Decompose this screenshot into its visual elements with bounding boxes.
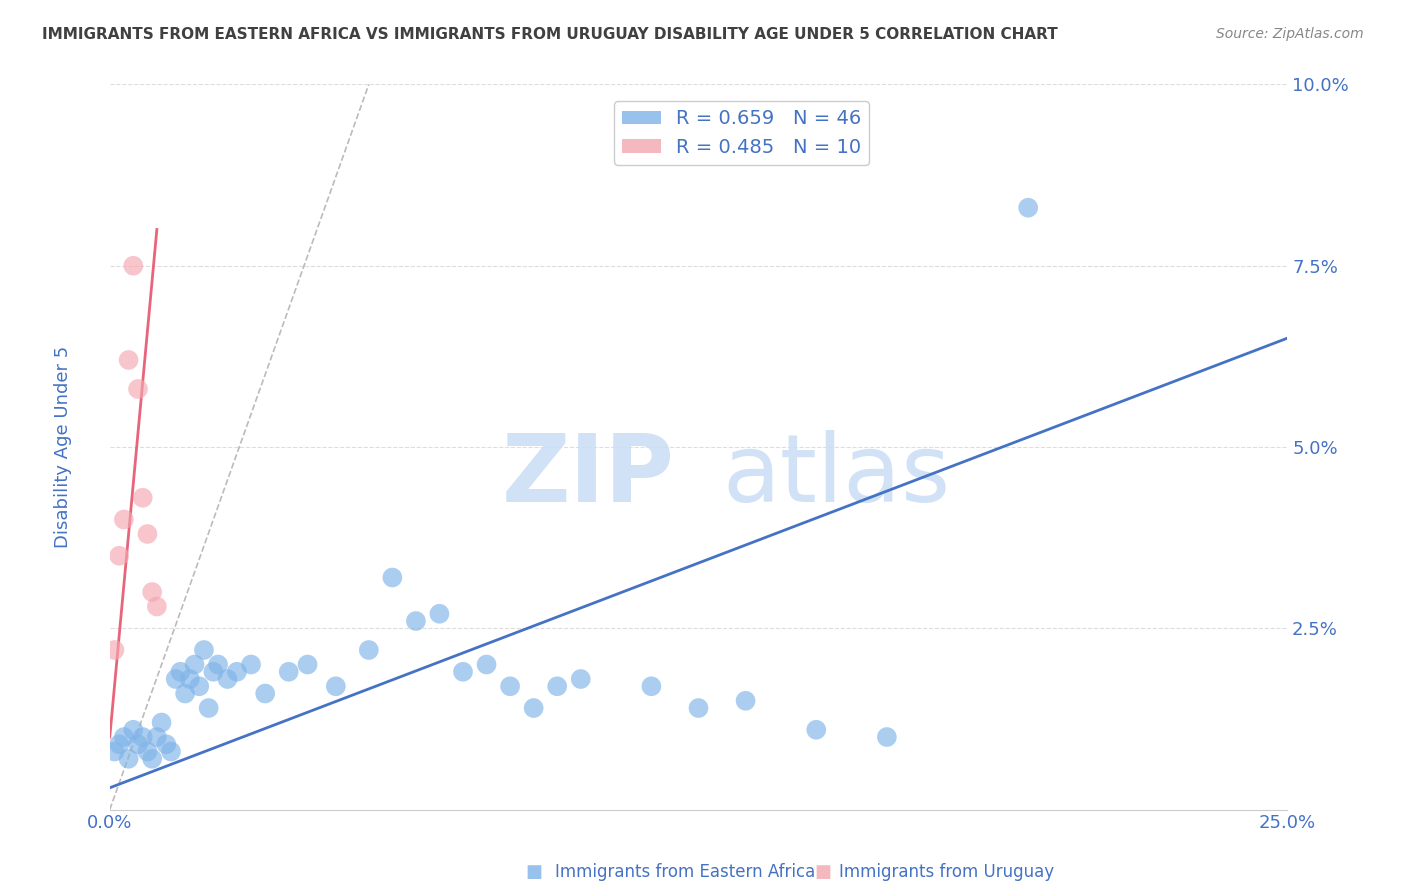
Point: [112, 730, 135, 744]
Text: ■: ■: [526, 863, 543, 881]
Point: [569, 672, 592, 686]
Point: [226, 665, 249, 679]
Point: [429, 607, 451, 621]
Point: [141, 752, 163, 766]
Point: [499, 679, 522, 693]
Point: [136, 527, 159, 541]
Point: [1017, 201, 1039, 215]
Text: Immigrants from Uruguay: Immigrants from Uruguay: [839, 863, 1054, 881]
Point: [183, 657, 205, 672]
Point: [122, 723, 145, 737]
Text: Disability Age Under 5: Disability Age Under 5: [53, 346, 72, 548]
Point: [297, 657, 319, 672]
Point: [108, 549, 131, 563]
Text: ZIP: ZIP: [502, 430, 675, 522]
Point: [155, 737, 177, 751]
Text: Immigrants from Eastern Africa: Immigrants from Eastern Africa: [555, 863, 815, 881]
Point: [112, 512, 135, 526]
Point: [405, 614, 427, 628]
Point: [523, 701, 546, 715]
Point: [688, 701, 710, 715]
Point: [160, 745, 183, 759]
Point: [381, 570, 404, 584]
Point: [117, 752, 139, 766]
Text: Source: ZipAtlas.com: Source: ZipAtlas.com: [1216, 27, 1364, 41]
Point: [146, 599, 169, 614]
Point: [451, 665, 474, 679]
Point: [103, 745, 125, 759]
Point: [122, 259, 145, 273]
Point: [141, 585, 163, 599]
Point: [150, 715, 173, 730]
Point: [103, 643, 125, 657]
Text: ■: ■: [814, 863, 831, 881]
Point: [734, 694, 756, 708]
Point: [174, 686, 197, 700]
Point: [169, 665, 191, 679]
Point: [132, 491, 155, 505]
Point: [127, 737, 149, 751]
Point: [277, 665, 299, 679]
Point: [207, 657, 229, 672]
Point: [254, 686, 277, 700]
Point: [240, 657, 263, 672]
Legend: R = 0.659   N = 46, R = 0.485   N = 10: R = 0.659 N = 46, R = 0.485 N = 10: [614, 102, 869, 165]
Point: [127, 382, 149, 396]
Point: [202, 665, 225, 679]
Text: atlas: atlas: [723, 430, 950, 522]
Point: [146, 730, 169, 744]
Point: [117, 353, 139, 368]
Point: [325, 679, 347, 693]
Point: [132, 730, 155, 744]
Text: IMMIGRANTS FROM EASTERN AFRICA VS IMMIGRANTS FROM URUGUAY DISABILITY AGE UNDER 5: IMMIGRANTS FROM EASTERN AFRICA VS IMMIGR…: [42, 27, 1057, 42]
Point: [546, 679, 568, 693]
Point: [165, 672, 187, 686]
Point: [193, 643, 215, 657]
Point: [806, 723, 828, 737]
Point: [357, 643, 380, 657]
Point: [640, 679, 662, 693]
Point: [179, 672, 201, 686]
Point: [217, 672, 239, 686]
Point: [188, 679, 211, 693]
Point: [475, 657, 498, 672]
Point: [108, 737, 131, 751]
Point: [197, 701, 219, 715]
Point: [136, 745, 159, 759]
Point: [876, 730, 898, 744]
